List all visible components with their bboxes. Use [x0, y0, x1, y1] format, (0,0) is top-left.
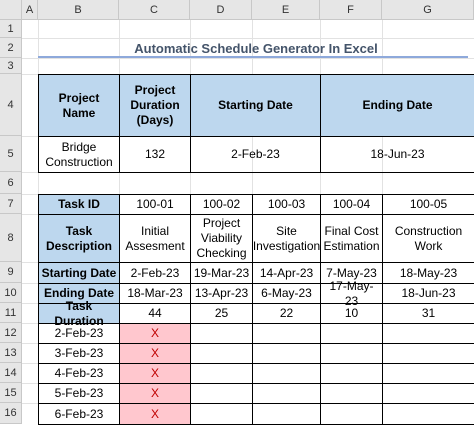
schedule-mark[interactable]: X: [119, 363, 191, 384]
schedule-cell[interactable]: [190, 383, 253, 404]
task-row-label-4[interactable]: Task Duration: [38, 299, 120, 328]
task-task_ids-2[interactable]: 100-03: [252, 194, 321, 215]
schedule-date[interactable]: 5-Feb-23: [38, 383, 120, 404]
row-header-12[interactable]: 12: [0, 323, 22, 343]
task-durations-1[interactable]: 25: [190, 303, 253, 324]
schedule-cell[interactable]: [382, 403, 474, 425]
schedule-date[interactable]: 3-Feb-23: [38, 343, 120, 364]
select-all-corner[interactable]: [0, 0, 22, 20]
project-value-2[interactable]: 2-Feb-23: [190, 136, 321, 173]
row-header-3[interactable]: 3: [0, 58, 22, 74]
task-ends-0[interactable]: 18-Mar-23: [119, 283, 191, 304]
row-header-9[interactable]: 9: [0, 262, 22, 283]
project-header-2[interactable]: Starting Date: [190, 74, 321, 137]
task-ends-2[interactable]: 6-May-23: [252, 283, 321, 304]
gridline: [22, 58, 474, 59]
task-starts-4[interactable]: 18-May-23: [382, 262, 474, 284]
task-task_ids-0[interactable]: 100-01: [119, 194, 191, 215]
schedule-mark[interactable]: X: [119, 403, 191, 425]
task-durations-0[interactable]: 44: [119, 303, 191, 324]
column-header-a[interactable]: A: [22, 0, 38, 20]
schedule-cell[interactable]: [190, 343, 253, 364]
schedule-cell[interactable]: [252, 343, 321, 364]
column-header-f[interactable]: F: [320, 0, 382, 20]
schedule-date[interactable]: 4-Feb-23: [38, 363, 120, 384]
row-header-7[interactable]: 7: [0, 194, 22, 214]
project-header-1[interactable]: Project Duration (Days): [119, 74, 191, 137]
schedule-mark[interactable]: X: [119, 383, 191, 404]
schedule-cell[interactable]: [320, 383, 383, 404]
task-task_ids-3[interactable]: 100-04: [320, 194, 383, 215]
column-header-c[interactable]: C: [119, 0, 190, 20]
task-starts-0[interactable]: 2-Feb-23: [119, 262, 191, 284]
schedule-cell[interactable]: [252, 403, 321, 425]
row-header-4[interactable]: 4: [0, 74, 22, 136]
title-underline: [38, 56, 468, 58]
row-header-10[interactable]: 10: [0, 283, 22, 303]
schedule-cell[interactable]: [320, 323, 383, 344]
schedule-cell[interactable]: [190, 323, 253, 344]
task-ends-1[interactable]: 13-Apr-23: [190, 283, 253, 304]
schedule-cell[interactable]: [190, 363, 253, 384]
task-descriptions-0[interactable]: Initial Assesment: [119, 214, 191, 263]
project-header-3[interactable]: Ending Date: [320, 74, 474, 137]
schedule-cell[interactable]: [320, 403, 383, 425]
row-header-16[interactable]: 16: [0, 403, 22, 424]
task-task_ids-1[interactable]: 100-02: [190, 194, 253, 215]
row-header-8[interactable]: 8: [0, 214, 22, 262]
schedule-cell[interactable]: [252, 363, 321, 384]
schedule-cell[interactable]: [382, 363, 474, 384]
schedule-cell[interactable]: [382, 383, 474, 404]
task-starts-1[interactable]: 19-Mar-23: [190, 262, 253, 284]
column-header-d[interactable]: D: [190, 0, 252, 20]
task-task_ids-4[interactable]: 100-05: [382, 194, 474, 215]
schedule-mark[interactable]: X: [119, 343, 191, 364]
project-value-3[interactable]: 18-Jun-23: [320, 136, 474, 173]
sheet-title[interactable]: Automatic Schedule Generator In Excel: [134, 40, 378, 56]
gridline: [22, 38, 474, 39]
column-header-g[interactable]: G: [382, 0, 474, 20]
schedule-date[interactable]: 2-Feb-23: [38, 323, 120, 344]
row-header-1[interactable]: 1: [0, 20, 22, 38]
task-durations-3[interactable]: 10: [320, 303, 383, 324]
project-value-1[interactable]: 132: [119, 136, 191, 173]
task-ends-3[interactable]: 17-May-23: [320, 279, 383, 308]
task-descriptions-4[interactable]: Construction Work: [382, 214, 474, 263]
task-descriptions-1[interactable]: Project Viability Checking: [190, 214, 253, 263]
schedule-cell[interactable]: [382, 343, 474, 364]
schedule-mark[interactable]: X: [119, 323, 191, 344]
row-header-2[interactable]: 2: [0, 38, 22, 58]
project-value-0[interactable]: Bridge Construction: [38, 136, 120, 173]
column-header-e[interactable]: E: [252, 0, 320, 20]
task-descriptions-3[interactable]: Final Cost Estimation: [320, 214, 383, 263]
row-header-11[interactable]: 11: [0, 303, 22, 323]
schedule-cell[interactable]: [382, 323, 474, 344]
schedule-cell[interactable]: [252, 323, 321, 344]
schedule-cell[interactable]: [320, 343, 383, 364]
row-header-13[interactable]: 13: [0, 343, 22, 363]
schedule-date[interactable]: 6-Feb-23: [38, 403, 120, 425]
schedule-cell[interactable]: [320, 363, 383, 384]
schedule-cell[interactable]: [190, 403, 253, 425]
schedule-cell[interactable]: [252, 383, 321, 404]
task-row-label-2[interactable]: Starting Date: [38, 262, 120, 284]
row-header-15[interactable]: 15: [0, 383, 22, 403]
row-header-14[interactable]: 14: [0, 363, 22, 383]
task-row-label-1[interactable]: Task Description: [38, 214, 120, 263]
task-durations-2[interactable]: 22: [252, 303, 321, 324]
column-header-b[interactable]: B: [38, 0, 119, 20]
task-starts-2[interactable]: 14-Apr-23: [252, 262, 321, 284]
row-header-6[interactable]: 6: [0, 172, 22, 194]
project-header-0[interactable]: Project Name: [38, 74, 120, 137]
task-durations-4[interactable]: 31: [382, 303, 474, 324]
task-ends-4[interactable]: 18-Jun-23: [382, 283, 474, 304]
task-row-label-0[interactable]: Task ID: [38, 194, 120, 215]
task-descriptions-2[interactable]: Site Investigation: [252, 214, 321, 263]
row-header-5[interactable]: 5: [0, 136, 22, 172]
